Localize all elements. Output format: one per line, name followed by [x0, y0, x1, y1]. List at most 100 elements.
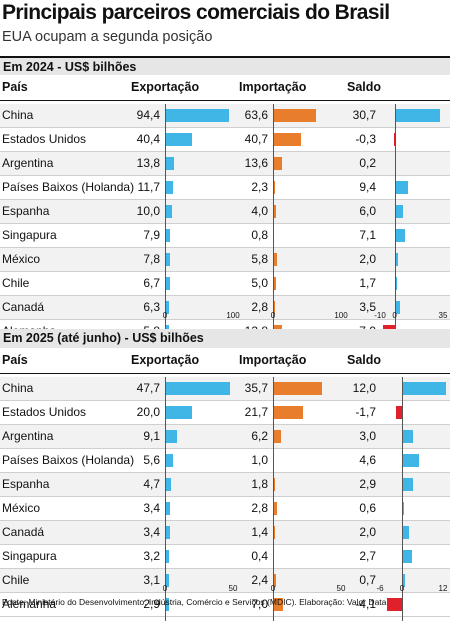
table-row: Países Baixos (Holanda) 11,7 2,3 9,4	[0, 176, 450, 200]
balance-bar	[394, 205, 404, 218]
table-row: Canadá 6,3 2,8 3,5	[0, 296, 450, 320]
country-label: México	[2, 501, 41, 515]
import-tick-label: 0	[270, 584, 276, 593]
export-tick-label: 100	[226, 311, 240, 320]
export-bar	[165, 133, 193, 146]
section-title-2025: Em 2025 (até junho) - US$ bilhões	[0, 329, 450, 348]
balance-value: 2,9	[359, 477, 376, 491]
balance-value: 12,0	[352, 381, 376, 395]
import-bar	[273, 598, 283, 611]
export-bar	[165, 574, 170, 587]
import-bar	[273, 253, 277, 266]
country-label: Chile	[2, 276, 30, 290]
export-value: 6,3	[143, 300, 160, 314]
table-row: Singapura 7,9 0,8 7,1	[0, 224, 450, 248]
column-header-balance: Saldo	[347, 80, 382, 94]
balance-tick-label: 12	[438, 584, 448, 593]
balance-value: 7,1	[359, 228, 376, 242]
column-header-import: Importação	[239, 353, 307, 367]
balance-tick-label: 0	[392, 311, 397, 320]
table-row: Países Baixos (Holanda) 5,6 1,0 4,6	[0, 449, 450, 473]
import-bar	[273, 109, 317, 122]
import-value: 5,8	[251, 252, 268, 266]
import-bar	[273, 430, 282, 443]
export-axis-line	[165, 104, 166, 348]
import-tick-label: 50	[336, 584, 346, 593]
column-header-export: Exportação	[131, 80, 200, 94]
import-value: 21,7	[244, 405, 268, 419]
export-value: 7,9	[143, 228, 160, 242]
balance-bar	[402, 430, 413, 443]
export-bar	[165, 277, 170, 290]
balance-value: 2,7	[359, 549, 376, 563]
export-bar	[165, 157, 175, 170]
balance-value: 6,0	[359, 204, 376, 218]
import-value: 2,8	[251, 300, 268, 314]
table-row: México 7,8 5,8 2,0	[0, 248, 450, 272]
balance-bar	[402, 550, 412, 563]
balance-bar	[402, 502, 405, 515]
export-bar	[165, 598, 169, 611]
table-row: Chile 3,1 2,4 0,7	[0, 569, 450, 593]
country-label: Estados Unidos	[2, 132, 87, 146]
balance-value: 2,0	[359, 252, 376, 266]
balance-tick-label: -6	[376, 584, 384, 593]
balance-bar	[394, 277, 398, 290]
balance-value: -0,3	[355, 132, 376, 146]
export-bar	[165, 454, 173, 467]
import-tick-label: 100	[334, 311, 348, 320]
export-value: 40,4	[136, 132, 160, 146]
import-value: 1,8	[251, 477, 268, 491]
table-row: Argentina 9,1 6,2 3,0	[0, 425, 450, 449]
export-tick-label: 0	[162, 311, 168, 320]
country-label: Singapura	[2, 549, 57, 563]
column-header-country: País	[2, 80, 28, 94]
balance-value: 2,0	[359, 525, 376, 539]
export-value: 3,4	[143, 501, 160, 515]
balance-value: 30,7	[352, 108, 376, 122]
export-bar	[165, 430, 178, 443]
export-bar	[165, 205, 172, 218]
export-value: 3,2	[143, 549, 160, 563]
page-subtitle: EUA ocupam a segunda posição	[2, 29, 213, 45]
country-label: Argentina	[2, 429, 54, 443]
column-header-balance: Saldo	[347, 353, 382, 367]
balance-value: 1,7	[359, 276, 376, 290]
table-row: México 3,4 2,8 0,6	[0, 497, 450, 521]
balance-axis-line	[402, 377, 403, 621]
import-value: 2,4	[251, 573, 268, 587]
import-bar	[273, 406, 303, 419]
export-value: 9,1	[143, 429, 160, 443]
import-value: 5,0	[251, 276, 268, 290]
export-bar	[165, 181, 173, 194]
balance-value: -4,1	[355, 597, 376, 611]
balance-value: 0,7	[359, 573, 376, 587]
export-bar	[165, 406, 193, 419]
export-value: 3,4	[143, 525, 160, 539]
export-value: 3,1	[143, 573, 160, 587]
export-tick-label: 0	[162, 584, 168, 593]
balance-bar	[394, 181, 409, 194]
export-bar	[165, 253, 171, 266]
import-tick-label: 0	[270, 311, 276, 320]
balance-tick-label: 35	[438, 311, 448, 320]
balance-value: 3,0	[359, 429, 376, 443]
header-rule	[0, 373, 450, 374]
page-title: Principais parceiros comerciais do Brasi…	[2, 1, 390, 24]
column-header-import: Importação	[239, 80, 307, 94]
export-bar	[165, 109, 230, 122]
balance-value: 0,6	[359, 501, 376, 515]
country-label: Espanha	[2, 204, 50, 218]
export-value: 6,7	[143, 276, 160, 290]
balance-bar	[386, 598, 402, 611]
import-bar	[273, 205, 276, 218]
country-label: Chile	[2, 573, 30, 587]
table-row: Estados Unidos 20,0 21,7 -1,7	[0, 401, 450, 425]
export-value: 10,0	[136, 204, 160, 218]
balance-bar	[402, 478, 413, 491]
balance-bar	[402, 574, 405, 587]
import-bar	[273, 277, 277, 290]
export-value: 5,6	[143, 453, 160, 467]
balance-value: 0,2	[359, 156, 376, 170]
balance-bar	[402, 526, 410, 539]
